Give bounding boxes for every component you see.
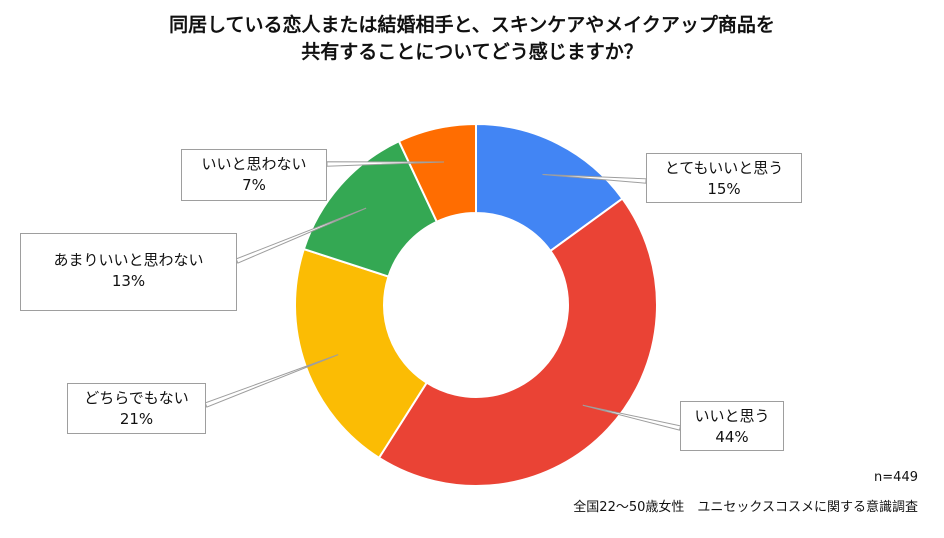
chart-title-line-2: 共有することについてどう感じますか？: [301, 41, 643, 63]
slice-label-value: 13%: [111, 272, 146, 290]
slice-label-name: どちらでもない: [84, 389, 189, 407]
donut-slice-good: [377, 197, 658, 487]
source-note: 全国22〜50歳女性 ユニセックスコスメに関する意識調査: [573, 500, 918, 515]
leader-line-neutral: [204, 354, 339, 408]
leader-line-not-good: [326, 161, 445, 167]
slice-label-value: 21%: [119, 410, 154, 428]
slice-label-name: あまりいいと思わない: [53, 251, 204, 269]
slice-label-name: いいと思わない: [201, 155, 307, 173]
slice-label-name: とてもいいと思う: [664, 159, 784, 177]
donut-slice-not-good: [397, 122, 477, 224]
chart-title: 同居している恋人または結婚相手と、スキンケアやメイクアップ商品を 共有することに…: [0, 12, 944, 66]
slice-label-value: 7%: [242, 176, 266, 194]
slice-label-very-good: とてもいいと思う 15%: [646, 153, 802, 203]
slice-label-not-good: いいと思わない 7%: [181, 149, 327, 201]
slice-label-neutral: どちらでもない 21%: [67, 383, 206, 434]
leader-line-not-very-good: [235, 207, 367, 264]
donut-slices: [294, 122, 658, 487]
leader-lines: [204, 161, 682, 431]
donut-slice-very-good: [475, 122, 624, 253]
slice-label-value: 15%: [707, 180, 741, 198]
slice-label-good: いいと思う 44%: [680, 401, 784, 451]
slice-label-not-very-good: あまりいいと思わない 13%: [20, 233, 237, 311]
slice-label-name: いいと思う: [694, 407, 770, 425]
chart-title-line-1: 同居している恋人または結婚相手と、スキンケアやメイクアップ商品を: [169, 14, 775, 36]
donut-slice-neutral: [294, 247, 429, 460]
sample-size-note: n=449: [874, 470, 918, 485]
slice-label-value: 44%: [715, 428, 749, 446]
